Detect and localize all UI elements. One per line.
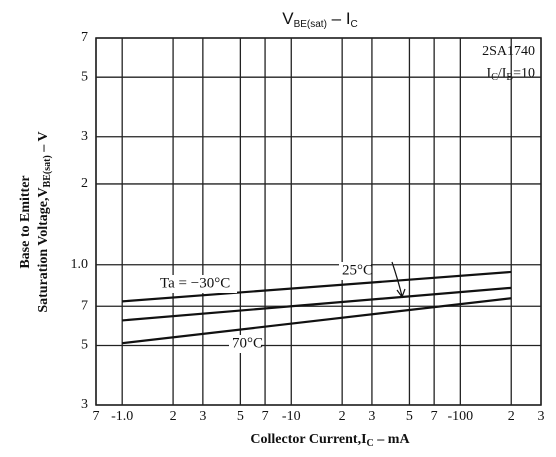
y-label-part: Saturation Voltage,V bbox=[36, 187, 51, 312]
x-tick-label: 3 bbox=[199, 409, 206, 424]
x-tick-label: 2 bbox=[508, 409, 515, 424]
y-tick-label: 7 bbox=[81, 298, 88, 313]
x-tick-label: -1.0 bbox=[111, 409, 133, 424]
x-label-part: C bbox=[367, 438, 374, 449]
series-label: 25°C bbox=[342, 262, 373, 278]
x-tick-label: 3 bbox=[368, 409, 375, 424]
label-bg bbox=[229, 335, 261, 353]
series-line bbox=[122, 286, 512, 322]
annotation: 2SA1740 bbox=[482, 44, 535, 59]
plot-frame bbox=[95, 37, 542, 406]
annotation-bg bbox=[452, 42, 536, 86]
y-tick-label: 1.0 bbox=[71, 257, 89, 272]
y-tick-label: 2 bbox=[81, 176, 88, 191]
series-line bbox=[122, 297, 512, 345]
series-line bbox=[122, 270, 512, 303]
y-label-part: – V bbox=[36, 131, 51, 155]
y-label-part: BE(sat) bbox=[42, 155, 53, 187]
x-tick-label: -100 bbox=[447, 409, 473, 424]
annotation-part: /I bbox=[498, 66, 507, 81]
x-tick-label: 7 bbox=[431, 409, 438, 424]
x-label-part: Collector Current,I bbox=[250, 432, 366, 447]
y-tick-label: 3 bbox=[81, 129, 88, 144]
y-tick-label: 7 bbox=[81, 30, 88, 45]
x-tick-label: 3 bbox=[538, 409, 545, 424]
title-part: V bbox=[282, 9, 294, 28]
x-label-part: – mA bbox=[374, 432, 411, 447]
x-tick-label: 2 bbox=[339, 409, 346, 424]
title-part: I bbox=[346, 9, 351, 28]
x-tick-label: 7 bbox=[262, 409, 269, 424]
x-tick-label: 5 bbox=[406, 409, 413, 424]
y-axis-label: Saturation Voltage,VBE(sat) – V bbox=[36, 131, 53, 312]
annotation-part: =10 bbox=[513, 66, 535, 81]
chart-title: VBE(sat) – IC bbox=[282, 9, 358, 29]
x-tick-label: 2 bbox=[170, 409, 177, 424]
series-label: Ta = −30°C bbox=[160, 275, 230, 291]
series-label: 70°C bbox=[232, 335, 263, 351]
title-part: BE(sat) bbox=[294, 19, 327, 30]
y-tick-label: 3 bbox=[81, 397, 88, 412]
title-part: C bbox=[351, 19, 358, 30]
x-tick-label: 5 bbox=[237, 409, 244, 424]
label-bg bbox=[157, 275, 237, 293]
x-tick-label: 7 bbox=[93, 409, 100, 424]
y-tick-label: 5 bbox=[81, 69, 88, 84]
y-axis-label: Base to Emitter bbox=[18, 175, 33, 268]
x-tick-label: -10 bbox=[282, 409, 301, 424]
y-tick-label: 5 bbox=[81, 338, 88, 353]
annotation-part: I bbox=[487, 66, 492, 81]
title-part: – bbox=[327, 9, 346, 28]
label-bg bbox=[339, 262, 371, 280]
x-axis-label: Collector Current,IC – mA bbox=[250, 432, 410, 449]
